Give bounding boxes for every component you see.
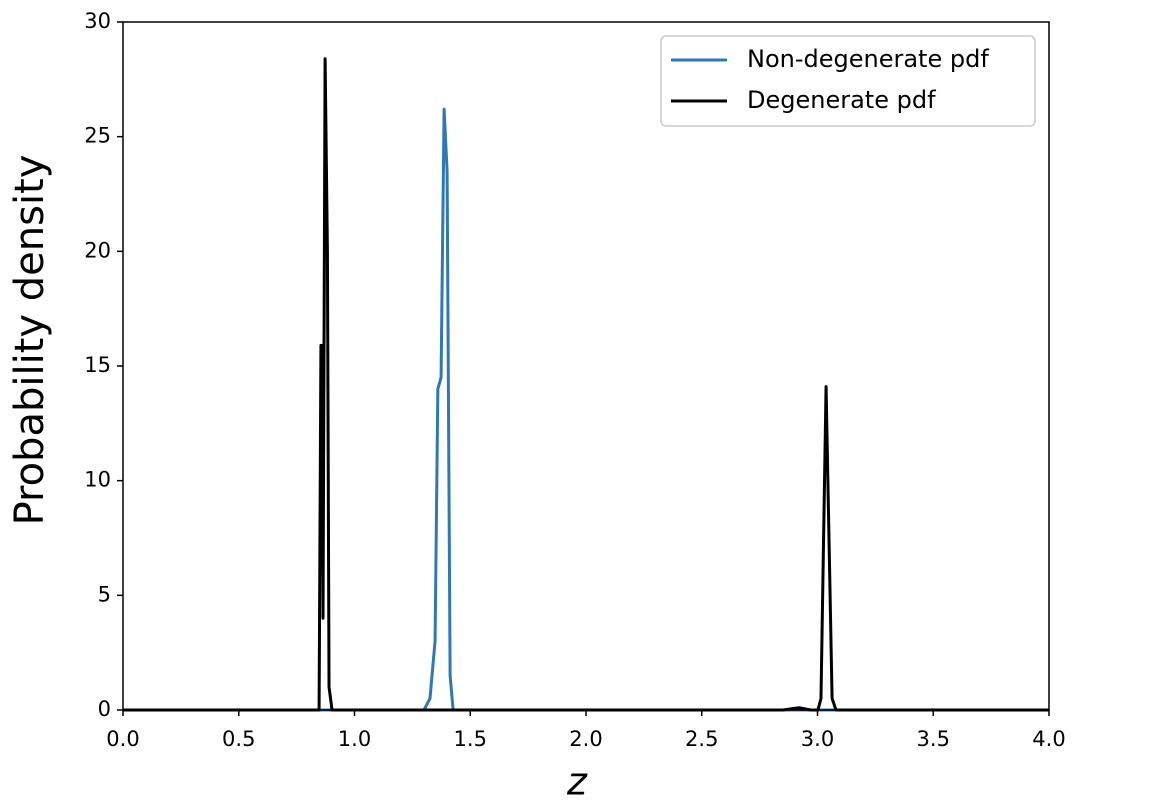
y-tick-label: 20	[84, 238, 111, 262]
x-tick-label: 3.0	[801, 727, 834, 751]
y-tick-label: 30	[84, 9, 111, 33]
x-tick-label: 0.0	[106, 727, 139, 751]
x-tick-label: 2.0	[569, 727, 602, 751]
y-tick-label: 5	[98, 582, 111, 606]
x-tick-label: 1.0	[338, 727, 371, 751]
plot-frame	[122, 21, 1050, 711]
legend-label: Degenerate pdf	[747, 86, 936, 114]
y-tick-label: 10	[84, 468, 111, 492]
x-tick-label: 0.5	[222, 727, 255, 751]
y-tick-label: 15	[84, 353, 111, 377]
data-line	[123, 57, 1049, 712]
y-tick-label: 25	[84, 124, 111, 148]
y-tick-label: 0	[98, 697, 111, 721]
x-tick-label: 4.0	[1032, 727, 1065, 751]
legend-box	[660, 35, 1036, 127]
x-axis-label: z	[566, 760, 588, 804]
data-line	[123, 107, 1049, 712]
legend-label: Non-degenerate pdf	[747, 45, 989, 73]
x-tick-label: 1.5	[454, 727, 487, 751]
x-tick-label: 3.5	[917, 727, 950, 751]
x-tick-label: 2.5	[685, 727, 718, 751]
y-axis-label: Probability density	[7, 155, 53, 526]
